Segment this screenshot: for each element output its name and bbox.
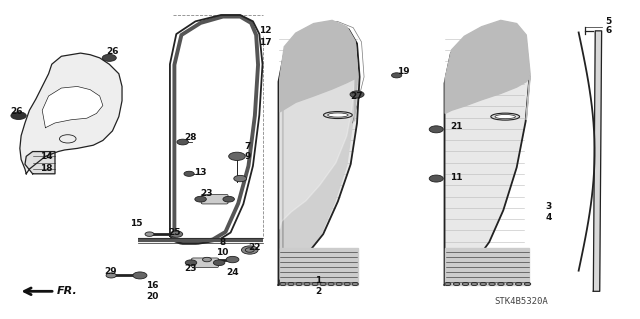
Ellipse shape — [323, 112, 352, 119]
Circle shape — [489, 282, 495, 286]
Text: 26: 26 — [106, 47, 118, 56]
Text: 22: 22 — [248, 243, 260, 252]
Polygon shape — [280, 20, 358, 122]
Polygon shape — [278, 23, 360, 285]
Polygon shape — [280, 23, 355, 229]
Text: 7: 7 — [244, 142, 251, 151]
Circle shape — [344, 282, 350, 286]
Circle shape — [304, 282, 310, 286]
Circle shape — [234, 175, 246, 182]
Text: 4: 4 — [545, 213, 552, 222]
Ellipse shape — [328, 113, 348, 117]
Polygon shape — [280, 249, 358, 285]
Circle shape — [480, 282, 486, 286]
Circle shape — [195, 196, 206, 202]
Text: 23: 23 — [200, 189, 212, 198]
Circle shape — [226, 256, 239, 263]
Circle shape — [170, 231, 182, 237]
Polygon shape — [20, 53, 122, 174]
Text: 18: 18 — [40, 164, 53, 173]
Text: 3: 3 — [545, 202, 552, 211]
Circle shape — [288, 282, 294, 286]
Circle shape — [429, 175, 444, 182]
Circle shape — [524, 282, 531, 286]
Circle shape — [515, 282, 522, 286]
Circle shape — [11, 112, 26, 120]
Circle shape — [445, 282, 451, 286]
Circle shape — [328, 282, 334, 286]
Circle shape — [185, 260, 196, 266]
Text: 5: 5 — [605, 17, 612, 26]
Circle shape — [320, 282, 326, 286]
Polygon shape — [593, 31, 602, 291]
Polygon shape — [278, 24, 356, 286]
Text: 26: 26 — [10, 108, 23, 116]
Text: STK4B5320A: STK4B5320A — [494, 297, 548, 306]
Text: 16: 16 — [147, 281, 159, 290]
Ellipse shape — [495, 115, 515, 119]
Circle shape — [312, 282, 318, 286]
Polygon shape — [445, 20, 530, 120]
Circle shape — [352, 282, 358, 286]
Text: 12: 12 — [259, 26, 272, 35]
Circle shape — [133, 272, 147, 279]
FancyBboxPatch shape — [191, 258, 218, 268]
Circle shape — [350, 91, 364, 98]
Circle shape — [462, 282, 468, 286]
Polygon shape — [25, 152, 55, 174]
Text: FR.: FR. — [57, 286, 77, 296]
Circle shape — [392, 73, 402, 78]
Circle shape — [102, 54, 116, 61]
Circle shape — [507, 282, 513, 286]
Text: 28: 28 — [184, 133, 196, 142]
Text: 23: 23 — [184, 263, 196, 273]
Text: 25: 25 — [168, 228, 180, 237]
Circle shape — [280, 282, 286, 286]
Text: 27: 27 — [350, 92, 363, 101]
Text: 9: 9 — [244, 152, 251, 161]
Text: 6: 6 — [605, 26, 612, 35]
Text: 21: 21 — [451, 122, 463, 131]
Text: 14: 14 — [40, 152, 53, 161]
Text: 19: 19 — [397, 67, 410, 76]
Circle shape — [145, 232, 154, 236]
Circle shape — [336, 282, 342, 286]
Polygon shape — [445, 249, 529, 285]
Circle shape — [228, 152, 245, 160]
Circle shape — [177, 139, 188, 145]
Circle shape — [202, 257, 211, 262]
Text: 17: 17 — [259, 38, 272, 47]
Text: 20: 20 — [147, 292, 159, 301]
Circle shape — [498, 282, 504, 286]
Text: 2: 2 — [315, 287, 321, 296]
Text: 24: 24 — [226, 268, 239, 278]
Circle shape — [471, 282, 477, 286]
Text: 29: 29 — [104, 267, 117, 276]
FancyBboxPatch shape — [201, 195, 228, 204]
Circle shape — [184, 171, 194, 176]
Circle shape — [296, 282, 302, 286]
Text: 13: 13 — [194, 168, 206, 177]
Text: 15: 15 — [130, 219, 142, 228]
Circle shape — [453, 282, 460, 286]
Circle shape — [213, 260, 225, 266]
Polygon shape — [42, 86, 103, 128]
Circle shape — [241, 246, 258, 254]
Circle shape — [106, 273, 116, 278]
Circle shape — [223, 196, 234, 202]
Text: 8: 8 — [219, 238, 225, 247]
Ellipse shape — [491, 113, 520, 120]
Polygon shape — [445, 24, 529, 285]
Text: 1: 1 — [315, 276, 321, 285]
Circle shape — [429, 126, 444, 133]
Text: 11: 11 — [451, 173, 463, 182]
Text: 10: 10 — [216, 248, 228, 257]
